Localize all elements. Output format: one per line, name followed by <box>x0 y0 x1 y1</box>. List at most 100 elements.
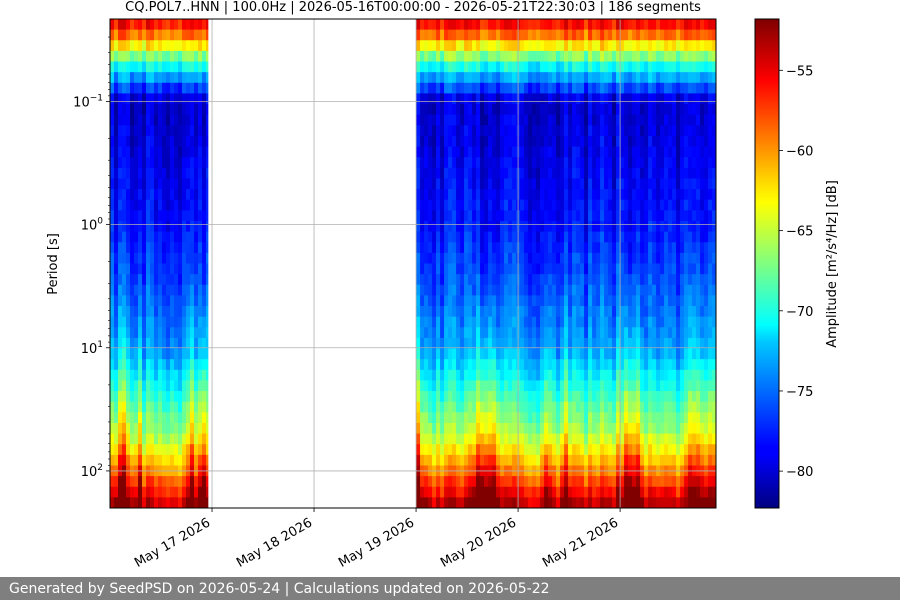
heatmap-cell <box>492 391 497 403</box>
heatmap-cell <box>528 327 533 339</box>
heatmap-cell <box>126 306 131 318</box>
heatmap-cell <box>664 135 669 147</box>
heatmap-cell <box>608 433 613 445</box>
heatmap-cell <box>472 135 477 147</box>
heatmap-cell <box>170 210 175 222</box>
heatmap-cell <box>644 50 649 62</box>
heatmap-cell <box>680 72 685 84</box>
heatmap-cell <box>444 454 449 466</box>
heatmap-cell <box>572 189 577 201</box>
heatmap-cell <box>504 263 509 275</box>
heatmap-cell <box>660 401 665 413</box>
heatmap-cell <box>548 444 553 456</box>
heatmap-cell <box>202 316 207 328</box>
heatmap-cell <box>484 412 489 424</box>
heatmap-cell <box>568 327 573 339</box>
heatmap-cell <box>548 242 553 254</box>
heatmap-cell <box>452 274 457 286</box>
heatmap-cell <box>464 114 469 126</box>
heatmap-cell <box>146 380 151 392</box>
heatmap-cell <box>182 306 187 318</box>
heatmap-cell <box>560 231 565 243</box>
heatmap-cell <box>660 29 665 41</box>
heatmap-cell <box>492 135 497 147</box>
heatmap-cell <box>668 369 673 381</box>
heatmap-cell <box>142 104 147 116</box>
heatmap-cell <box>198 327 203 339</box>
heatmap-cell <box>150 61 155 73</box>
heatmap-cell <box>656 50 661 62</box>
heatmap-cell <box>500 369 505 381</box>
heatmap-cell <box>560 29 565 41</box>
heatmap-cell <box>496 263 501 275</box>
heatmap-cell <box>564 316 569 328</box>
heatmap-cell <box>118 274 123 286</box>
heatmap-cell <box>696 412 701 424</box>
heatmap-cell <box>616 306 621 318</box>
heatmap-cell <box>476 135 481 147</box>
heatmap-cell <box>600 252 605 264</box>
heatmap-cell <box>206 104 209 116</box>
heatmap-cell <box>540 422 545 434</box>
heatmap-cell <box>134 454 139 466</box>
heatmap-cell <box>620 19 625 31</box>
heatmap-cell <box>656 125 661 137</box>
heatmap-cell <box>432 199 437 211</box>
heatmap-cell <box>712 252 716 264</box>
heatmap-cell <box>556 401 561 413</box>
heatmap-cell <box>134 72 139 84</box>
heatmap-cell <box>648 61 653 73</box>
heatmap-cell <box>672 135 677 147</box>
heatmap-cell <box>664 359 669 371</box>
heatmap-cell <box>134 178 139 190</box>
heatmap-cell <box>480 433 485 445</box>
heatmap-cell <box>126 210 131 222</box>
heatmap-cell <box>660 220 665 233</box>
heatmap-cell <box>628 82 633 94</box>
heatmap-cell <box>206 114 209 126</box>
heatmap-cell <box>130 337 135 349</box>
heatmap-cell <box>624 40 629 52</box>
heatmap-cell <box>564 72 569 84</box>
heatmap-cell <box>712 189 716 201</box>
heatmap-cell <box>584 135 589 147</box>
heatmap-cell <box>680 210 685 222</box>
heatmap-cell <box>628 380 633 392</box>
heatmap-cell <box>520 104 525 116</box>
heatmap-cell <box>130 135 135 147</box>
heatmap-cell <box>648 380 653 392</box>
heatmap-cell <box>676 359 681 371</box>
heatmap-cell <box>680 93 685 105</box>
heatmap-cell <box>684 61 689 73</box>
heatmap-cell <box>110 422 115 434</box>
heatmap-cell <box>560 359 565 371</box>
heatmap-cell <box>146 40 151 52</box>
heatmap-cell <box>134 284 139 296</box>
heatmap-cell <box>512 263 517 275</box>
heatmap-cell <box>592 199 597 211</box>
heatmap-cell <box>150 486 155 498</box>
heatmap-cell <box>540 146 545 158</box>
heatmap-cell <box>504 316 509 328</box>
heatmap-cell <box>524 306 529 318</box>
heatmap-cell <box>684 157 689 169</box>
heatmap-cell <box>130 146 135 158</box>
heatmap-cell <box>126 284 131 296</box>
heatmap-cell <box>456 50 461 62</box>
heatmap-cell <box>608 29 613 41</box>
heatmap-cell <box>464 486 469 498</box>
heatmap-cell <box>154 444 159 456</box>
heatmap-cell <box>146 369 151 381</box>
heatmap-cell <box>660 444 665 456</box>
heatmap-cell <box>648 114 653 126</box>
heatmap-cell <box>656 295 661 307</box>
heatmap-cell <box>632 476 637 488</box>
heatmap-cell <box>504 359 509 371</box>
heatmap-cell <box>142 29 147 41</box>
heatmap-cell <box>580 284 585 296</box>
heatmap-cell <box>416 252 421 264</box>
heatmap-cell <box>560 135 565 147</box>
heatmap-cell <box>138 252 143 264</box>
heatmap-cell <box>166 369 171 381</box>
heatmap-cell <box>628 401 633 413</box>
